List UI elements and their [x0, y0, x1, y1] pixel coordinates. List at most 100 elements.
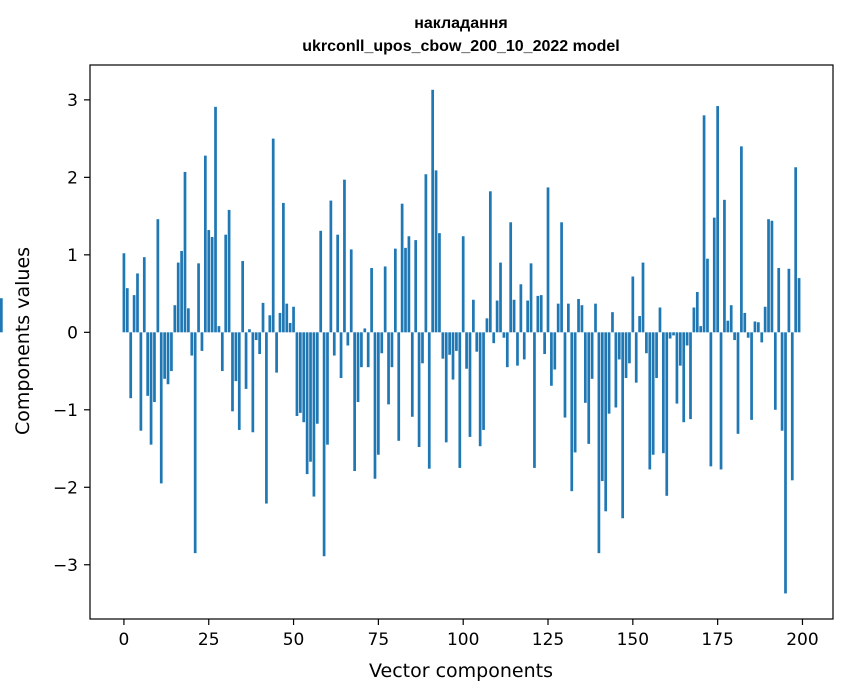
bar	[427, 332, 431, 469]
bar	[655, 332, 658, 379]
bar	[570, 332, 574, 492]
bar	[604, 332, 608, 512]
bar	[736, 332, 740, 434]
bar	[512, 299, 516, 333]
bar	[529, 263, 533, 333]
bar	[360, 332, 363, 368]
bar	[237, 332, 241, 430]
bar	[641, 262, 645, 333]
bar	[645, 332, 648, 354]
bar	[309, 332, 312, 462]
bar	[244, 332, 248, 389]
bar	[248, 329, 251, 333]
bar	[624, 332, 628, 379]
chart-subtitle: ukrconll_upos_cbow_200_10_2022 model	[302, 38, 619, 55]
bar	[702, 115, 706, 333]
bar	[377, 332, 380, 455]
x-axis-label: Vector components	[369, 660, 553, 682]
bar	[482, 332, 485, 430]
bar	[695, 292, 699, 333]
bar	[275, 332, 278, 373]
bar	[390, 332, 394, 368]
bar	[268, 315, 272, 333]
y-tick-label: 3	[67, 91, 78, 111]
bar	[173, 305, 177, 333]
bar	[349, 249, 353, 333]
y-tick-label: −1	[53, 401, 78, 421]
bar	[573, 332, 577, 453]
bar	[149, 332, 153, 445]
bar	[509, 222, 513, 333]
bar	[417, 332, 421, 447]
plot-frame	[89, 64, 834, 620]
bar	[709, 332, 713, 467]
bar	[763, 306, 767, 333]
bar	[712, 217, 716, 333]
bar	[285, 303, 289, 333]
y-tick-label: −2	[53, 478, 78, 498]
bar	[214, 106, 217, 333]
bar	[672, 332, 675, 336]
x-tick-label: 50	[283, 630, 305, 650]
bar	[740, 146, 743, 333]
x-tick-label: 200	[786, 630, 818, 650]
bar	[397, 332, 401, 441]
bar	[492, 332, 496, 344]
bar	[383, 266, 387, 333]
bar	[302, 332, 306, 423]
x-tick-label: 75	[368, 630, 390, 650]
bar	[472, 299, 475, 333]
bar	[505, 332, 509, 368]
bar	[332, 332, 336, 356]
bar	[129, 332, 133, 399]
bar	[516, 332, 519, 366]
bar	[393, 248, 397, 333]
bar	[187, 308, 190, 333]
bar	[662, 332, 665, 454]
bar	[278, 312, 282, 333]
bar	[597, 332, 601, 554]
bar	[210, 237, 214, 333]
bar	[502, 332, 506, 338]
bar	[370, 268, 373, 333]
bar	[794, 167, 798, 333]
bar	[139, 332, 143, 431]
bar	[319, 230, 323, 333]
x-tick-label: 125	[532, 630, 564, 650]
bar	[163, 332, 166, 379]
bar	[587, 332, 591, 444]
bar	[478, 332, 482, 447]
bar	[797, 278, 801, 333]
bar	[583, 332, 587, 403]
bar	[543, 332, 546, 355]
axes-group: 0 25 50 75 100 125 150 175 200 −3 −2 −1 0 1 2 3	[53, 64, 834, 650]
bar	[254, 332, 258, 341]
bar	[410, 332, 414, 417]
bar	[651, 332, 655, 455]
bar	[298, 332, 302, 413]
bar	[611, 312, 614, 333]
bar	[760, 332, 764, 343]
bar	[407, 236, 411, 333]
bar	[784, 332, 787, 594]
bar	[787, 268, 791, 333]
bar	[180, 250, 183, 333]
bar	[271, 138, 275, 333]
bar	[594, 303, 597, 333]
bar	[265, 332, 268, 504]
bar	[261, 302, 265, 333]
bar	[336, 234, 340, 333]
bar	[200, 332, 204, 351]
bar	[668, 332, 672, 339]
bar	[451, 332, 455, 380]
bar	[475, 332, 479, 352]
bar	[522, 332, 526, 360]
bar	[356, 332, 360, 403]
bar	[519, 284, 523, 333]
bar	[125, 288, 129, 333]
bar	[628, 332, 631, 364]
bar	[468, 332, 472, 437]
chart-title: накладання	[414, 15, 508, 32]
bar	[753, 321, 757, 333]
